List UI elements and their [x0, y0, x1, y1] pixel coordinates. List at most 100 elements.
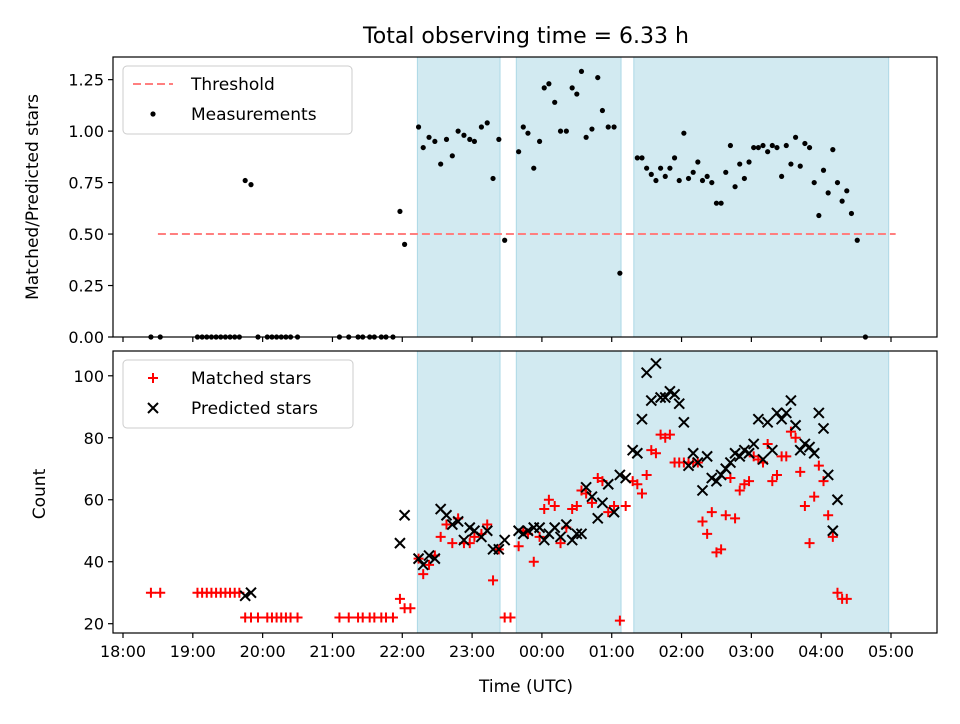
predicted-star-point	[538, 534, 550, 546]
measurement-point	[520, 124, 526, 130]
measurement-point	[723, 169, 729, 175]
measurement-point	[595, 74, 601, 81]
matched-star-point	[771, 469, 782, 480]
measurement-point	[830, 147, 836, 153]
measurement-point	[802, 140, 808, 147]
legend-measurement-swatch	[150, 111, 156, 117]
matched-star-point	[539, 504, 550, 515]
legend-predicted-swatch	[147, 402, 159, 414]
matched-star-point	[394, 593, 405, 604]
matched-star-point	[818, 476, 829, 487]
measurement-point	[844, 188, 850, 194]
measurement-point	[569, 85, 575, 91]
predicted-star-point	[789, 419, 802, 432]
measurement-point	[658, 165, 664, 171]
predicted-star-point	[592, 512, 604, 525]
x-tick-label: 05:00	[868, 642, 914, 661]
matched-star-point	[636, 488, 647, 499]
measurement-point	[438, 161, 444, 167]
measurement-point	[839, 198, 845, 204]
measurement-point	[779, 173, 785, 180]
series-measurements	[148, 68, 869, 340]
measurement-point	[644, 165, 650, 171]
predicted-star-point	[580, 481, 592, 494]
matched-star-point	[482, 519, 493, 530]
matched-star-point	[534, 531, 545, 542]
measurement-point	[502, 237, 508, 243]
matched-star-point	[725, 473, 736, 484]
matched-star-point	[614, 615, 625, 626]
predicted-star-point	[710, 475, 723, 487]
measurement-point	[704, 173, 710, 180]
measurement-point	[653, 177, 659, 184]
measurement-point	[455, 128, 461, 134]
observing-interval-band	[416, 56, 501, 338]
axes-frame	[112, 56, 938, 338]
predicted-star-point	[650, 357, 662, 370]
measurement-point	[788, 161, 794, 167]
measurement-point	[617, 270, 623, 276]
measurement-point	[531, 165, 537, 171]
matched-star-point	[292, 612, 303, 623]
predicted-star-point	[724, 456, 737, 469]
observing-interval-band	[633, 350, 890, 634]
measurement-point	[792, 134, 799, 140]
y-tick-label: 1.25	[68, 71, 104, 90]
predicted-star-point	[827, 525, 839, 537]
matched-star-point	[334, 612, 345, 623]
x-tick-label: 22:00	[379, 642, 425, 661]
measurement-point	[783, 142, 789, 149]
matched-star-point	[620, 500, 631, 511]
x-tick-label: 01:00	[589, 642, 635, 661]
measurement-point	[732, 184, 738, 190]
predicted-star-point	[659, 391, 671, 404]
matched-star-point	[571, 500, 582, 511]
measurement-point	[557, 128, 564, 134]
axes-frame	[112, 350, 938, 634]
predicted-star-point	[678, 416, 690, 428]
measurement-point	[432, 138, 438, 145]
matched-star-point	[664, 429, 675, 440]
predicted-star-point	[747, 438, 760, 450]
y-tick-label: 80	[84, 429, 104, 448]
predicted-star-point	[440, 509, 453, 521]
measurement-point	[516, 149, 522, 155]
predicted-star-point	[668, 388, 681, 401]
predicted-star-point	[631, 447, 644, 459]
measurement-point	[546, 81, 552, 87]
predicted-star-point	[608, 506, 620, 518]
matched-star-point	[650, 448, 661, 459]
measurement-point	[699, 177, 706, 184]
predicted-star-point	[429, 552, 441, 565]
legend-box	[122, 65, 353, 135]
matched-star-point	[424, 559, 435, 570]
measurement-point	[496, 136, 502, 142]
ratio-panel: 0.00 0.25 0.50 0.75 1.00 1.25 Threshold Measure…	[68, 56, 938, 347]
measurement-point	[797, 163, 803, 169]
measurement-point	[765, 149, 771, 155]
x-tick-label: 04:00	[798, 642, 844, 661]
y-tick-label: 0.25	[68, 277, 104, 296]
predicted-star-point	[549, 521, 561, 534]
matched-star-point	[155, 587, 166, 598]
predicted-star-point	[596, 497, 609, 509]
matched-star-point	[762, 438, 773, 449]
predicted-star-point	[696, 484, 709, 497]
measurement-point	[820, 167, 827, 173]
legend-box	[122, 359, 354, 429]
predicted-star-point	[554, 531, 567, 543]
y-tick-label: 60	[84, 491, 104, 510]
matched-star-point	[781, 451, 792, 462]
matched-star-point	[841, 593, 852, 604]
x-tick-label: 18:00	[100, 642, 146, 661]
measurement-point	[525, 130, 531, 136]
matched-star-point	[549, 500, 560, 511]
measurement-point	[741, 175, 747, 182]
matched-star-point	[145, 587, 156, 598]
predicted-star-point	[602, 478, 614, 490]
predicted-star-point	[673, 397, 685, 410]
series-matched-stars	[145, 426, 852, 626]
y-tick-label: 40	[84, 553, 104, 572]
matched-star-point	[804, 538, 815, 549]
